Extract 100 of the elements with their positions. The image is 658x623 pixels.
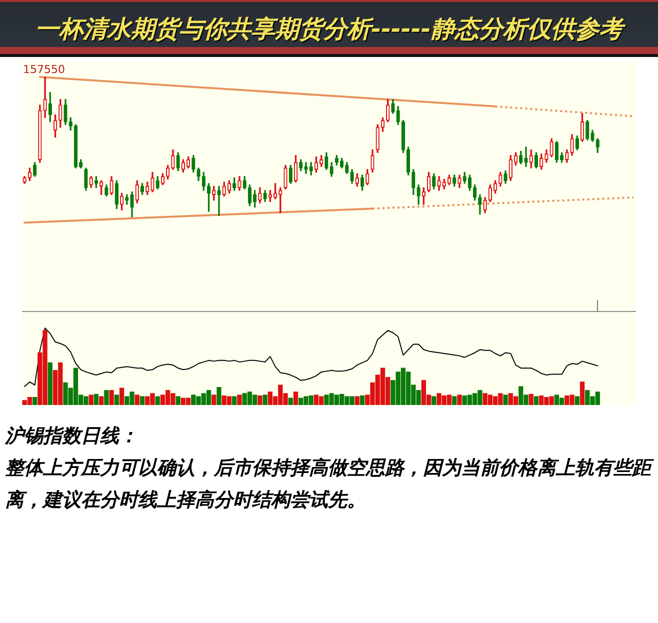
bar <box>293 392 298 405</box>
bar <box>216 386 222 405</box>
candlestick <box>437 176 441 191</box>
candlestick <box>242 176 246 190</box>
bar <box>232 396 237 405</box>
candlestick <box>53 114 58 138</box>
candlestick <box>110 176 114 195</box>
candlestick <box>294 155 298 182</box>
candlestick <box>565 149 569 163</box>
candlestick <box>396 106 400 125</box>
bar <box>32 396 38 405</box>
candlestick <box>370 149 374 173</box>
candlestick <box>284 164 288 190</box>
candlestick <box>273 183 278 200</box>
candlestick <box>524 146 528 167</box>
candlestick <box>150 172 154 192</box>
candlestick <box>278 187 282 214</box>
bar <box>534 396 539 405</box>
candlestick <box>74 124 78 168</box>
candlestick <box>350 169 354 184</box>
candlestick <box>462 172 466 184</box>
bar <box>48 362 52 405</box>
candlestick <box>330 162 334 177</box>
candlestick <box>544 149 548 163</box>
candlestick <box>386 99 390 122</box>
bar <box>109 390 114 405</box>
bar <box>98 396 104 405</box>
candlestick <box>299 159 303 172</box>
candlestick <box>125 194 129 205</box>
candlestick <box>324 152 328 170</box>
candlestick <box>412 169 416 195</box>
candlestick <box>176 152 180 172</box>
bar <box>94 394 99 405</box>
text: 整体上方压力可以确认，后市保持择高做空思路，因为当前价格离上轨有些距离，建议在分时线上择高分时结构尝试先。 <box>5 456 655 513</box>
candlestick <box>458 174 462 188</box>
candlestick <box>586 120 590 140</box>
candlestick <box>263 190 267 202</box>
bar <box>155 396 160 405</box>
candlestick <box>120 192 124 210</box>
candlestick <box>104 184 108 196</box>
bar <box>237 394 242 405</box>
candlestick <box>258 187 262 204</box>
candlestick <box>391 99 395 114</box>
candlestick <box>43 76 47 118</box>
bar <box>114 394 119 405</box>
candlestick <box>590 130 594 142</box>
candlestick <box>99 180 104 195</box>
candlestick <box>483 197 487 214</box>
candlestick <box>79 159 83 168</box>
candlestick <box>227 180 232 194</box>
bar <box>104 390 109 405</box>
bar <box>457 394 462 405</box>
candlestick <box>238 176 242 191</box>
candlestick <box>32 162 37 177</box>
candlestick <box>232 177 236 191</box>
candlestick <box>268 190 272 202</box>
bar <box>140 396 145 405</box>
bar <box>176 396 180 405</box>
candlestick <box>504 170 508 184</box>
bar <box>134 394 140 405</box>
candlestick <box>217 186 221 216</box>
annotation: 157550 <box>23 62 65 76</box>
candlestick <box>171 149 175 170</box>
candlestick <box>442 178 446 190</box>
candlestick <box>212 186 216 201</box>
candlestick <box>64 99 68 125</box>
bar <box>580 382 585 405</box>
bar <box>360 395 365 405</box>
candlestick <box>422 187 426 205</box>
candlestick <box>580 113 584 142</box>
bar <box>288 398 293 405</box>
text: 沪锡指数日线： <box>5 424 139 449</box>
bar <box>119 388 124 405</box>
candlestick <box>550 138 554 158</box>
candlestick <box>38 104 42 163</box>
candlestick <box>89 176 93 188</box>
candlestick <box>432 173 436 190</box>
bar <box>212 394 216 405</box>
bar <box>262 394 268 405</box>
candlestick <box>534 152 538 168</box>
candlestick <box>288 164 292 184</box>
candlestick <box>84 168 88 191</box>
candlestick <box>130 191 134 218</box>
bar <box>354 396 360 405</box>
candlestick <box>426 172 431 192</box>
candlestick <box>202 172 206 191</box>
candlestick <box>570 134 574 156</box>
bar <box>503 394 508 405</box>
candlestick <box>196 168 200 181</box>
candlestick <box>58 99 62 128</box>
candlestick <box>135 180 139 204</box>
bar <box>528 394 534 405</box>
bar <box>452 396 457 405</box>
candlestick <box>596 138 600 153</box>
candlestick <box>114 180 118 209</box>
chart-title: 一杯清水期货与你共享期货分析------静态分析仅供参考 <box>34 14 626 44</box>
bar <box>574 396 580 405</box>
bar <box>88 394 94 405</box>
bar <box>258 395 262 405</box>
candlestick <box>376 124 380 153</box>
